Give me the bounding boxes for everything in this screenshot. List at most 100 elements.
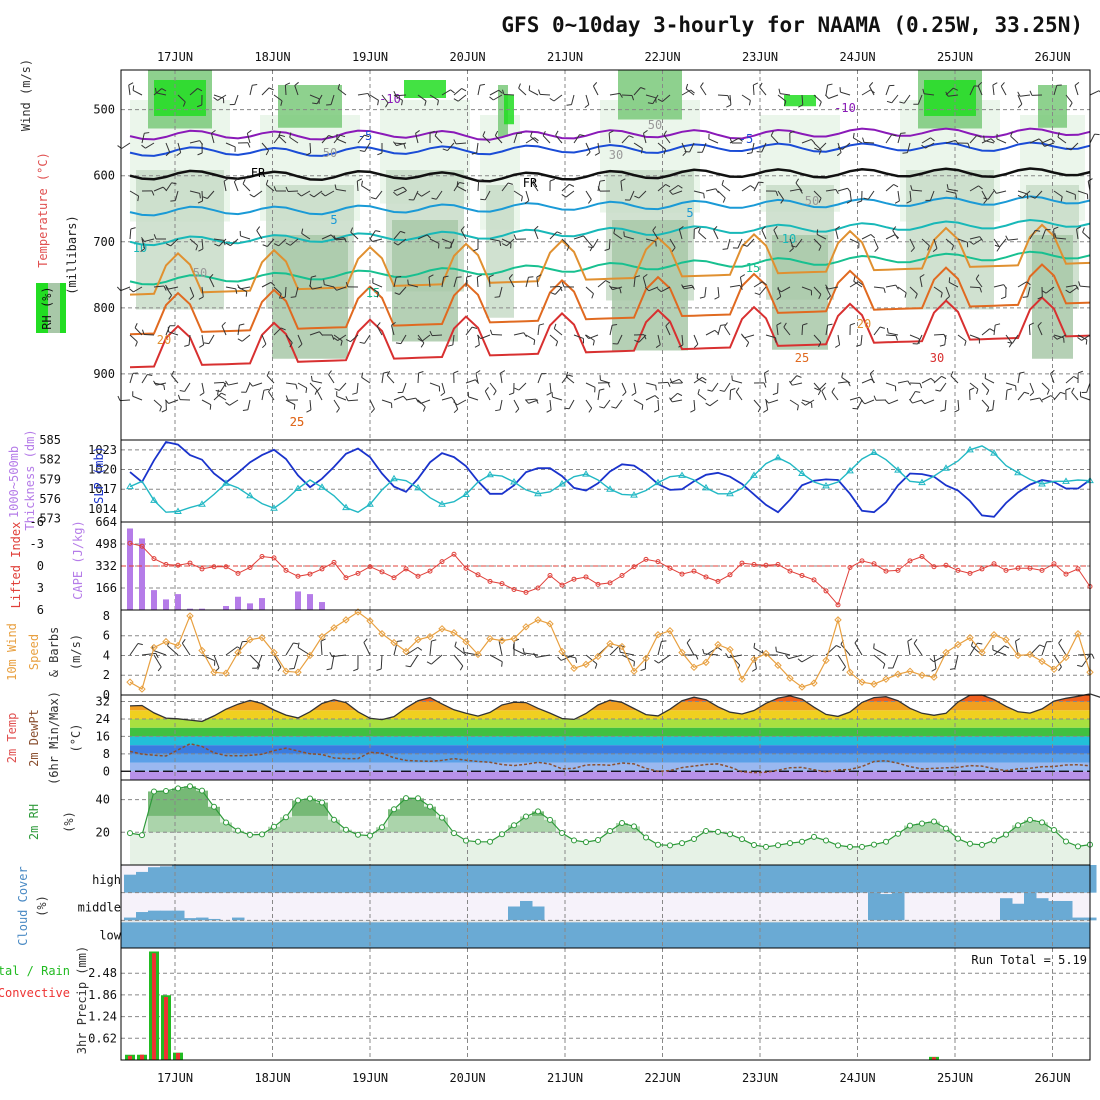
wind-barb-flag	[993, 188, 997, 194]
wind-barb-flag	[370, 408, 375, 413]
wind-barb	[285, 334, 293, 344]
wind-barb-flag	[783, 322, 787, 328]
rh-shading	[906, 170, 994, 310]
wind-barb-flag	[1077, 337, 1082, 341]
wind-barb	[642, 277, 647, 288]
wind-barb	[537, 373, 542, 384]
rh-point	[811, 833, 817, 840]
wind-barb-flag	[345, 338, 351, 343]
rh-point	[967, 840, 973, 847]
wind-barb	[223, 181, 227, 192]
cloud-bar-high	[868, 865, 881, 893]
wind-barb-flag	[417, 646, 423, 651]
wind-barb	[717, 286, 720, 298]
wind-barb	[249, 654, 261, 666]
wind-barb-flag	[237, 338, 243, 342]
wind-barb	[533, 229, 539, 240]
wind-barb	[1079, 285, 1091, 288]
rh-mid-area	[520, 816, 532, 833]
wind-point	[498, 636, 506, 645]
wind-barb-flag	[913, 639, 918, 644]
li-point	[415, 573, 421, 579]
wind-point	[858, 678, 866, 686]
rh-contour-label: 50	[193, 266, 207, 280]
rh-point	[223, 819, 229, 826]
wind-barb	[724, 382, 731, 392]
wind-barb-flag	[837, 146, 843, 150]
wind-barb	[853, 137, 863, 144]
wind-barb	[1082, 231, 1091, 240]
li-point	[403, 566, 409, 572]
wind-barb-flag	[1040, 142, 1045, 147]
cloud-bar-middle	[892, 892, 905, 921]
wind-barb	[773, 229, 779, 240]
li-point	[799, 573, 805, 579]
wind-point	[426, 632, 434, 641]
wind-barb-flag	[818, 197, 822, 203]
precip-conv-bar	[932, 1057, 936, 1060]
cloud-bar-high	[556, 865, 569, 893]
wind-barb	[417, 372, 420, 384]
li-point	[223, 564, 229, 570]
wind-point	[954, 640, 962, 649]
wind-barb-flag	[225, 401, 230, 406]
wind-barb-flag	[685, 83, 689, 89]
wind-barb-flag	[584, 104, 590, 109]
wind-barb-flag	[442, 148, 448, 152]
wind-barb	[245, 382, 251, 393]
rh-point	[919, 820, 925, 827]
wind-barb-flag	[1017, 103, 1023, 109]
li-point	[247, 564, 253, 570]
wind-barb-flag	[294, 81, 299, 86]
rh-tick: 20	[96, 825, 110, 839]
wind-barb-flag	[538, 89, 541, 95]
wind-axis-label: 10m Wind	[5, 623, 19, 681]
wind-barb	[449, 238, 455, 249]
wind-barb	[789, 375, 798, 384]
precip-conv-bar	[128, 1055, 132, 1060]
wind-barb	[1089, 90, 1100, 96]
wind-barb	[297, 334, 303, 345]
wind-barb-flag	[594, 152, 600, 156]
rh-point	[907, 822, 913, 829]
wind-barb-flag	[473, 248, 479, 252]
wind-barb	[909, 238, 915, 249]
thickness-point	[270, 504, 278, 511]
wind-barb-flag	[1058, 666, 1062, 672]
rh-high-area	[184, 786, 196, 816]
wind-barb-flag	[211, 129, 216, 134]
wind-barb	[484, 390, 491, 401]
wind-barb-flag	[663, 130, 667, 136]
rh-axis-label: RH (%)	[40, 286, 54, 329]
wind-barb	[1057, 136, 1067, 144]
wind-barb-flag	[719, 389, 725, 392]
pressure-tick: 500	[93, 103, 115, 117]
wind-barb-flag	[395, 342, 402, 345]
li-tick: 3	[37, 581, 44, 595]
wind-barb-flag	[776, 322, 782, 326]
wind-barb	[801, 138, 812, 144]
wind-barb-flag	[533, 652, 537, 658]
wind-barb-flag	[268, 387, 272, 392]
wind-point	[546, 620, 554, 628]
wind-barb	[842, 142, 851, 150]
isotherm-label: 30	[930, 351, 944, 365]
wind-barb-flag	[919, 274, 925, 278]
cloud-bar-high	[256, 865, 269, 893]
wind-barb-flag	[605, 280, 611, 284]
wind-barb-flag	[914, 293, 918, 299]
wind-barb	[693, 399, 696, 411]
wind-barb-flag	[489, 96, 494, 101]
wind-point	[306, 651, 314, 660]
wind-barb	[1005, 382, 1016, 387]
wind-barb	[513, 332, 524, 336]
wind-barb	[217, 94, 227, 101]
rh-mid-area	[280, 817, 292, 833]
wind-barb-flag	[892, 226, 897, 231]
rh-shading	[404, 80, 446, 98]
wind-barb-flag	[416, 399, 421, 404]
wind-barb	[1056, 334, 1067, 340]
cloud-low-fill	[121, 922, 1090, 948]
wind-barb	[153, 186, 164, 192]
wind-barb-flag	[631, 392, 637, 396]
